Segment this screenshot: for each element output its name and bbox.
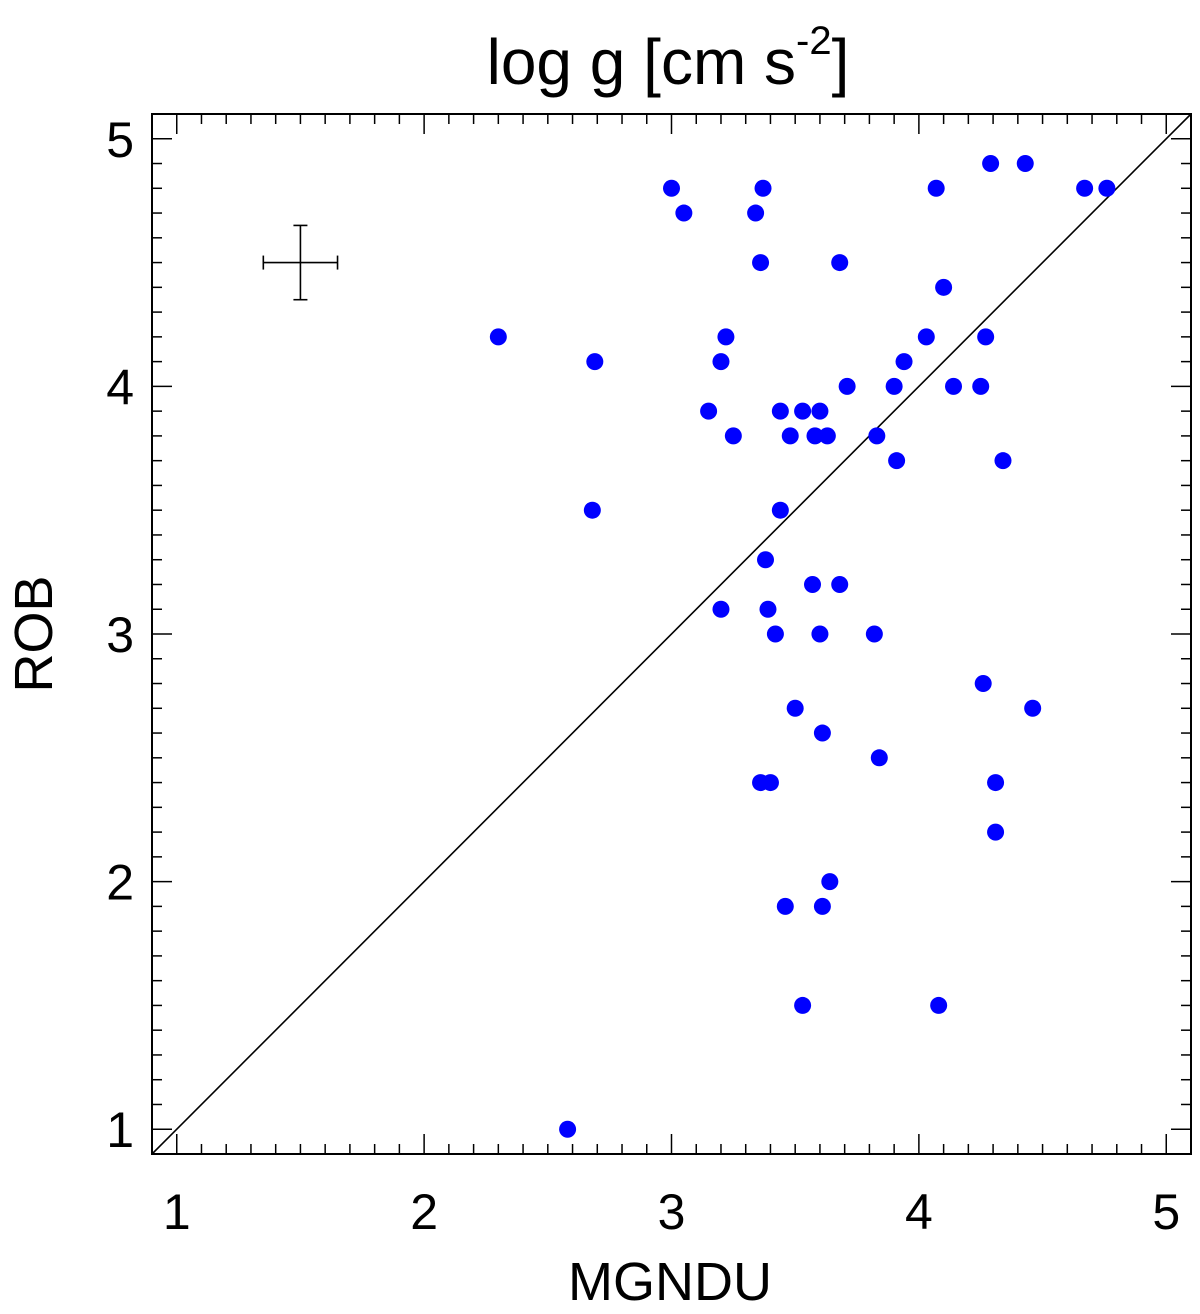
reference-line-layer (151, 113, 1192, 1155)
scatter-point (663, 179, 680, 197)
scatter-point (982, 155, 1000, 173)
scatter-point (868, 427, 886, 445)
scatter-point (813, 724, 831, 742)
scatter-point (586, 353, 604, 371)
scatter-point (771, 402, 789, 420)
scatter-point (806, 427, 824, 445)
tick-labels: 1 2 3 4 5 1 2 3 4 5 (106, 112, 1180, 1240)
scatter-point (700, 402, 718, 420)
scatter-point (804, 575, 822, 593)
scatter-point (974, 675, 992, 693)
scatter-point (712, 353, 730, 371)
scatter-point (927, 179, 945, 197)
data-points (489, 155, 1116, 1138)
scatter-point (811, 625, 829, 643)
scatter-point (987, 823, 1005, 841)
scatter-point (781, 427, 799, 445)
scatter-point (559, 1120, 577, 1138)
scatter-point (945, 377, 963, 395)
scatter-point (761, 774, 779, 792)
scatter-point (930, 996, 948, 1014)
y-tick-label: 4 (106, 359, 134, 415)
scatter-point (821, 873, 839, 891)
scatter-point (885, 377, 903, 395)
scatter-point (811, 402, 829, 420)
y-tick-label: 3 (106, 607, 134, 663)
chart-title-close: ] (832, 26, 850, 98)
scatter-point (786, 699, 804, 717)
error-bar-layer (262, 224, 339, 301)
scatter-point (794, 996, 812, 1014)
chart-title-superscript: -2 (796, 19, 832, 63)
chart-title-main: log g [cm s (487, 26, 796, 98)
scatter-point (831, 254, 849, 272)
scatter-point (888, 452, 906, 470)
scatter-point (583, 501, 601, 519)
axis-ticks (151, 113, 1192, 1155)
scatter-point (752, 254, 770, 272)
plot-frame (151, 113, 1192, 1155)
scatter-point (895, 353, 913, 371)
scatter-point (771, 501, 789, 519)
x-tick-label: 2 (410, 1184, 438, 1240)
scatter-point (766, 625, 784, 643)
y-tick-label: 5 (106, 112, 134, 168)
scatter-point (794, 402, 812, 420)
scatter-point (675, 204, 693, 222)
x-tick-label: 3 (658, 1184, 686, 1240)
scatter-point (1076, 179, 1094, 197)
y-tick-label: 1 (106, 1102, 134, 1158)
scatter-point (1098, 179, 1116, 197)
scatter-point (935, 278, 953, 296)
chart-title: log g [cm s-2] (487, 19, 850, 98)
scatter-point (972, 377, 990, 395)
scatter-point (987, 774, 1005, 792)
y-tick-label: 2 (106, 855, 134, 911)
scatter-point (818, 427, 836, 445)
scatter-point (831, 575, 849, 593)
scatter-point (838, 377, 856, 395)
identity-line (151, 113, 1192, 1155)
scatter-point (994, 452, 1012, 470)
scatter-point (813, 897, 831, 915)
x-tick-label: 5 (1152, 1184, 1180, 1240)
scatter-point (1024, 699, 1042, 717)
scatter-point (724, 427, 742, 445)
y-axis-label: ROB (4, 575, 64, 692)
scatter-point (747, 204, 765, 222)
scatter-point (759, 600, 777, 618)
scatter-point (1016, 155, 1034, 173)
scatter-point (717, 328, 735, 346)
scatter-point (917, 328, 935, 346)
scatter-point (776, 897, 794, 915)
x-tick-label: 4 (905, 1184, 933, 1240)
scatter-point (754, 179, 772, 197)
scatter-point (712, 600, 730, 618)
scatter-point (865, 625, 883, 643)
scatter-point (977, 328, 995, 346)
scatter-point (870, 749, 888, 767)
scatter-point (757, 551, 775, 569)
x-tick-label: 1 (163, 1184, 191, 1240)
scatter-point (489, 328, 507, 346)
x-axis-label: MGNDU (568, 1252, 772, 1312)
